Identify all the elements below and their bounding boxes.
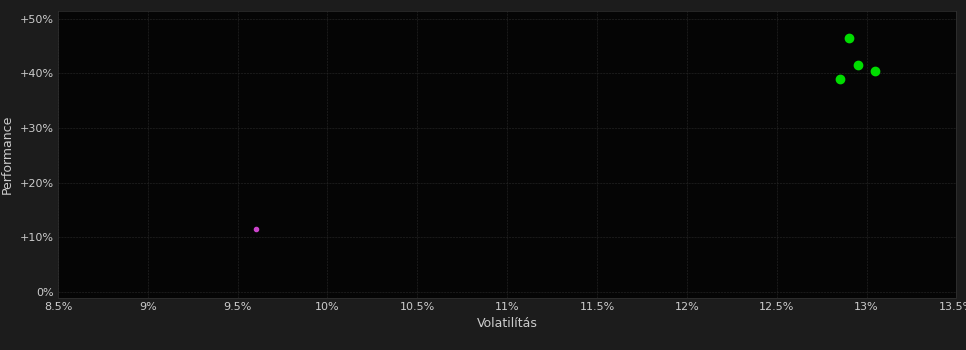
X-axis label: Volatilítás: Volatilítás — [476, 317, 538, 330]
Y-axis label: Performance: Performance — [1, 114, 14, 194]
